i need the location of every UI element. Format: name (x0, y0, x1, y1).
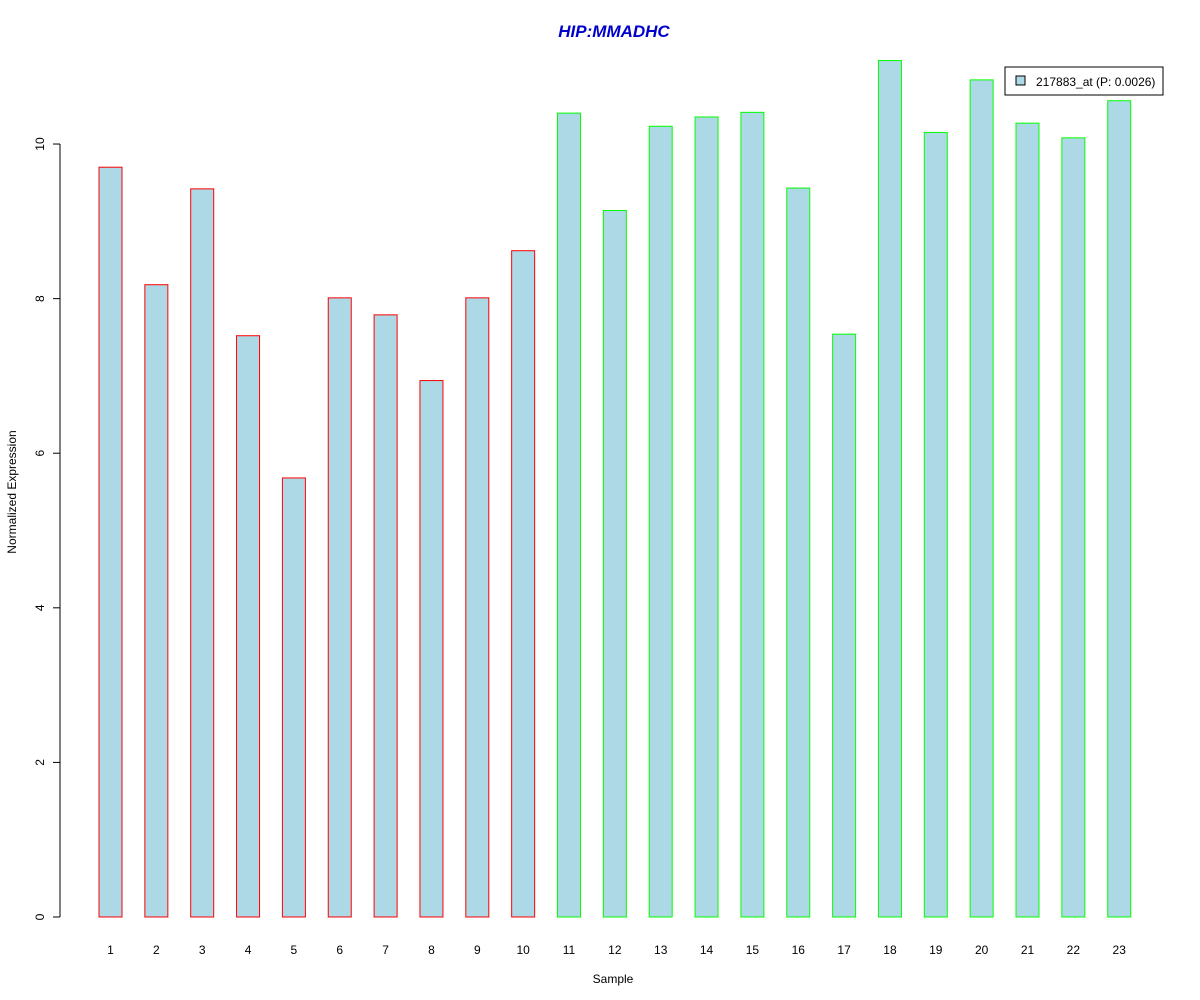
x-tick-label: 6 (336, 943, 343, 957)
bars-group (98, 60, 1132, 918)
bar (465, 297, 490, 918)
bar (190, 188, 215, 918)
bar (98, 166, 123, 918)
x-tick-label: 12 (608, 943, 622, 957)
y-tick-label: 10 (33, 137, 47, 151)
bar (877, 60, 902, 918)
y-axis-label: Normalized Expression (5, 430, 19, 553)
y-tick-label: 8 (33, 295, 47, 302)
bar (557, 112, 581, 918)
x-tick-label: 22 (1067, 943, 1081, 957)
bar (1107, 100, 1132, 918)
chart-title: HIP:MMADHC (558, 22, 670, 41)
x-tick-label: 21 (1021, 943, 1035, 957)
bar (236, 335, 261, 918)
bar (1061, 137, 1086, 918)
x-tick-label: 15 (746, 943, 760, 957)
x-tick-label: 20 (975, 943, 989, 957)
x-tick-label: 17 (837, 943, 851, 957)
bar (281, 477, 306, 918)
bar (511, 250, 536, 918)
bar (648, 125, 673, 918)
y-axis: 0 2 4 6 8 10 (33, 137, 61, 920)
legend-box (1004, 66, 1164, 96)
y-tick-label: 2 (33, 759, 47, 766)
bar (602, 210, 627, 918)
x-tick-label: 19 (929, 943, 943, 957)
x-tick-label: 1 (107, 943, 114, 957)
x-tick-label: 16 (792, 943, 806, 957)
x-tick-label: 13 (654, 943, 668, 957)
x-tick-label: 9 (474, 943, 481, 957)
bar (969, 79, 994, 918)
x-tick-label: 2 (153, 943, 160, 957)
legend-label: 217883_at (P: 0.0026) (1036, 75, 1155, 89)
x-axis-label: Sample (593, 972, 634, 986)
legend: 217883_at (P: 0.0026) (1004, 66, 1164, 96)
x-tick-label: 18 (883, 943, 897, 957)
bar (144, 284, 169, 918)
bar (694, 116, 719, 918)
y-tick-label: 4 (33, 604, 47, 611)
bar (1015, 122, 1040, 918)
legend-swatch (1015, 75, 1026, 86)
x-tick-label: 4 (245, 943, 252, 957)
x-tick-label: 11 (563, 943, 576, 957)
x-tick-labels: 1 2 3 4 5 6 7 8 9 10 11 12 13 14 15 16 17 18 19 20 21 22 23 (107, 943, 1126, 957)
bar (373, 314, 398, 918)
x-tick-label: 14 (700, 943, 714, 957)
y-tick-label: 6 (33, 450, 47, 457)
x-tick-label: 5 (291, 943, 298, 957)
x-tick-label: 7 (382, 943, 389, 957)
y-tick-label: 0 (33, 913, 47, 920)
x-tick-label: 23 (1113, 943, 1127, 957)
bar (923, 131, 948, 918)
x-tick-label: 10 (516, 943, 530, 957)
x-tick-label: 3 (199, 943, 206, 957)
bar (327, 297, 352, 918)
bar (786, 187, 811, 918)
x-tick-label: 8 (428, 943, 435, 957)
bar (419, 380, 444, 918)
bar (832, 333, 857, 918)
bar (740, 111, 765, 918)
